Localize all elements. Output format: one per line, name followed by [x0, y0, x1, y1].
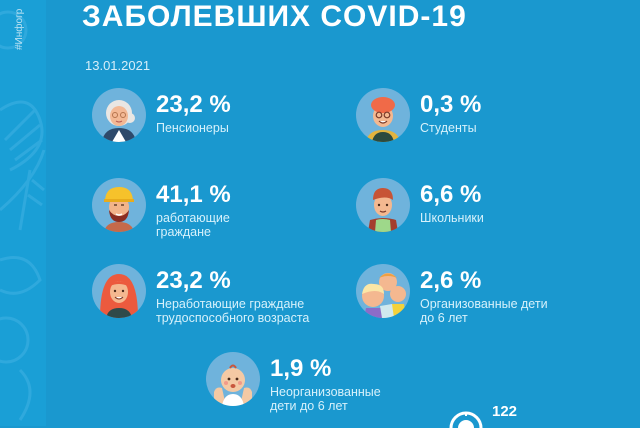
stat-schoolchildren: 6,6 % Школьники — [356, 178, 484, 232]
stat-label: Студенты — [420, 121, 477, 135]
stat-value: 1,9 % — [270, 355, 332, 382]
folk-ornament-icon — [0, 10, 46, 421]
stat-value: 41,1 % — [156, 181, 231, 208]
report-date: 13.01.2021 — [85, 58, 151, 73]
stat-workers: 41,1 % работающие граждане — [92, 178, 231, 239]
stat-label: Неработающие граждане трудоспособного во… — [156, 297, 310, 325]
hashtag-label: #Инфогр — [14, 8, 25, 50]
stat-unorganized-children: 1,9 % Неорганизованные дети до 6 лет — [206, 352, 381, 413]
worker-avatar-icon — [92, 178, 146, 232]
stat-unemployed: 23,2 % Неработающие граждане трудоспособ… — [92, 264, 309, 325]
stat-label: Пенсионеры — [156, 121, 229, 135]
stat-label: Школьники — [420, 211, 484, 225]
stat-value: 6,6 % — [420, 181, 482, 208]
speedometer-icon — [449, 411, 483, 428]
stat-value: 23,2 % — [156, 267, 231, 294]
stat-value: 23,2 % — [156, 91, 231, 118]
page-title: ЗАБОЛЕВШИХ COVID-19 — [82, 0, 467, 33]
decorative-ornament-strip: #Инфогр — [0, 0, 46, 426]
footer-counter: 122 — [448, 404, 517, 428]
unemployed-woman-avatar-icon — [92, 264, 146, 318]
stat-pensioners: 23,2 % Пенсионеры — [92, 88, 231, 142]
stat-value: 2,6 % — [420, 267, 482, 294]
student-avatar-icon — [356, 88, 410, 142]
grandmother-avatar-icon — [92, 88, 146, 142]
stat-value: 0,3 % — [420, 91, 482, 118]
stat-label: Неорганизованные дети до 6 лет — [270, 385, 381, 413]
kids-group-avatar-icon — [356, 264, 410, 318]
footer-count-value: 122 — [492, 403, 518, 420]
stat-label: работающие граждане — [156, 211, 230, 239]
stat-students: 0,3 % Студенты — [356, 88, 481, 142]
schoolboy-avatar-icon — [356, 178, 410, 232]
stat-label: Организованные дети до 6 лет — [420, 297, 548, 325]
baby-avatar-icon — [206, 352, 260, 406]
stat-organized-children: 2,6 % Организованные дети до 6 лет — [356, 264, 548, 325]
